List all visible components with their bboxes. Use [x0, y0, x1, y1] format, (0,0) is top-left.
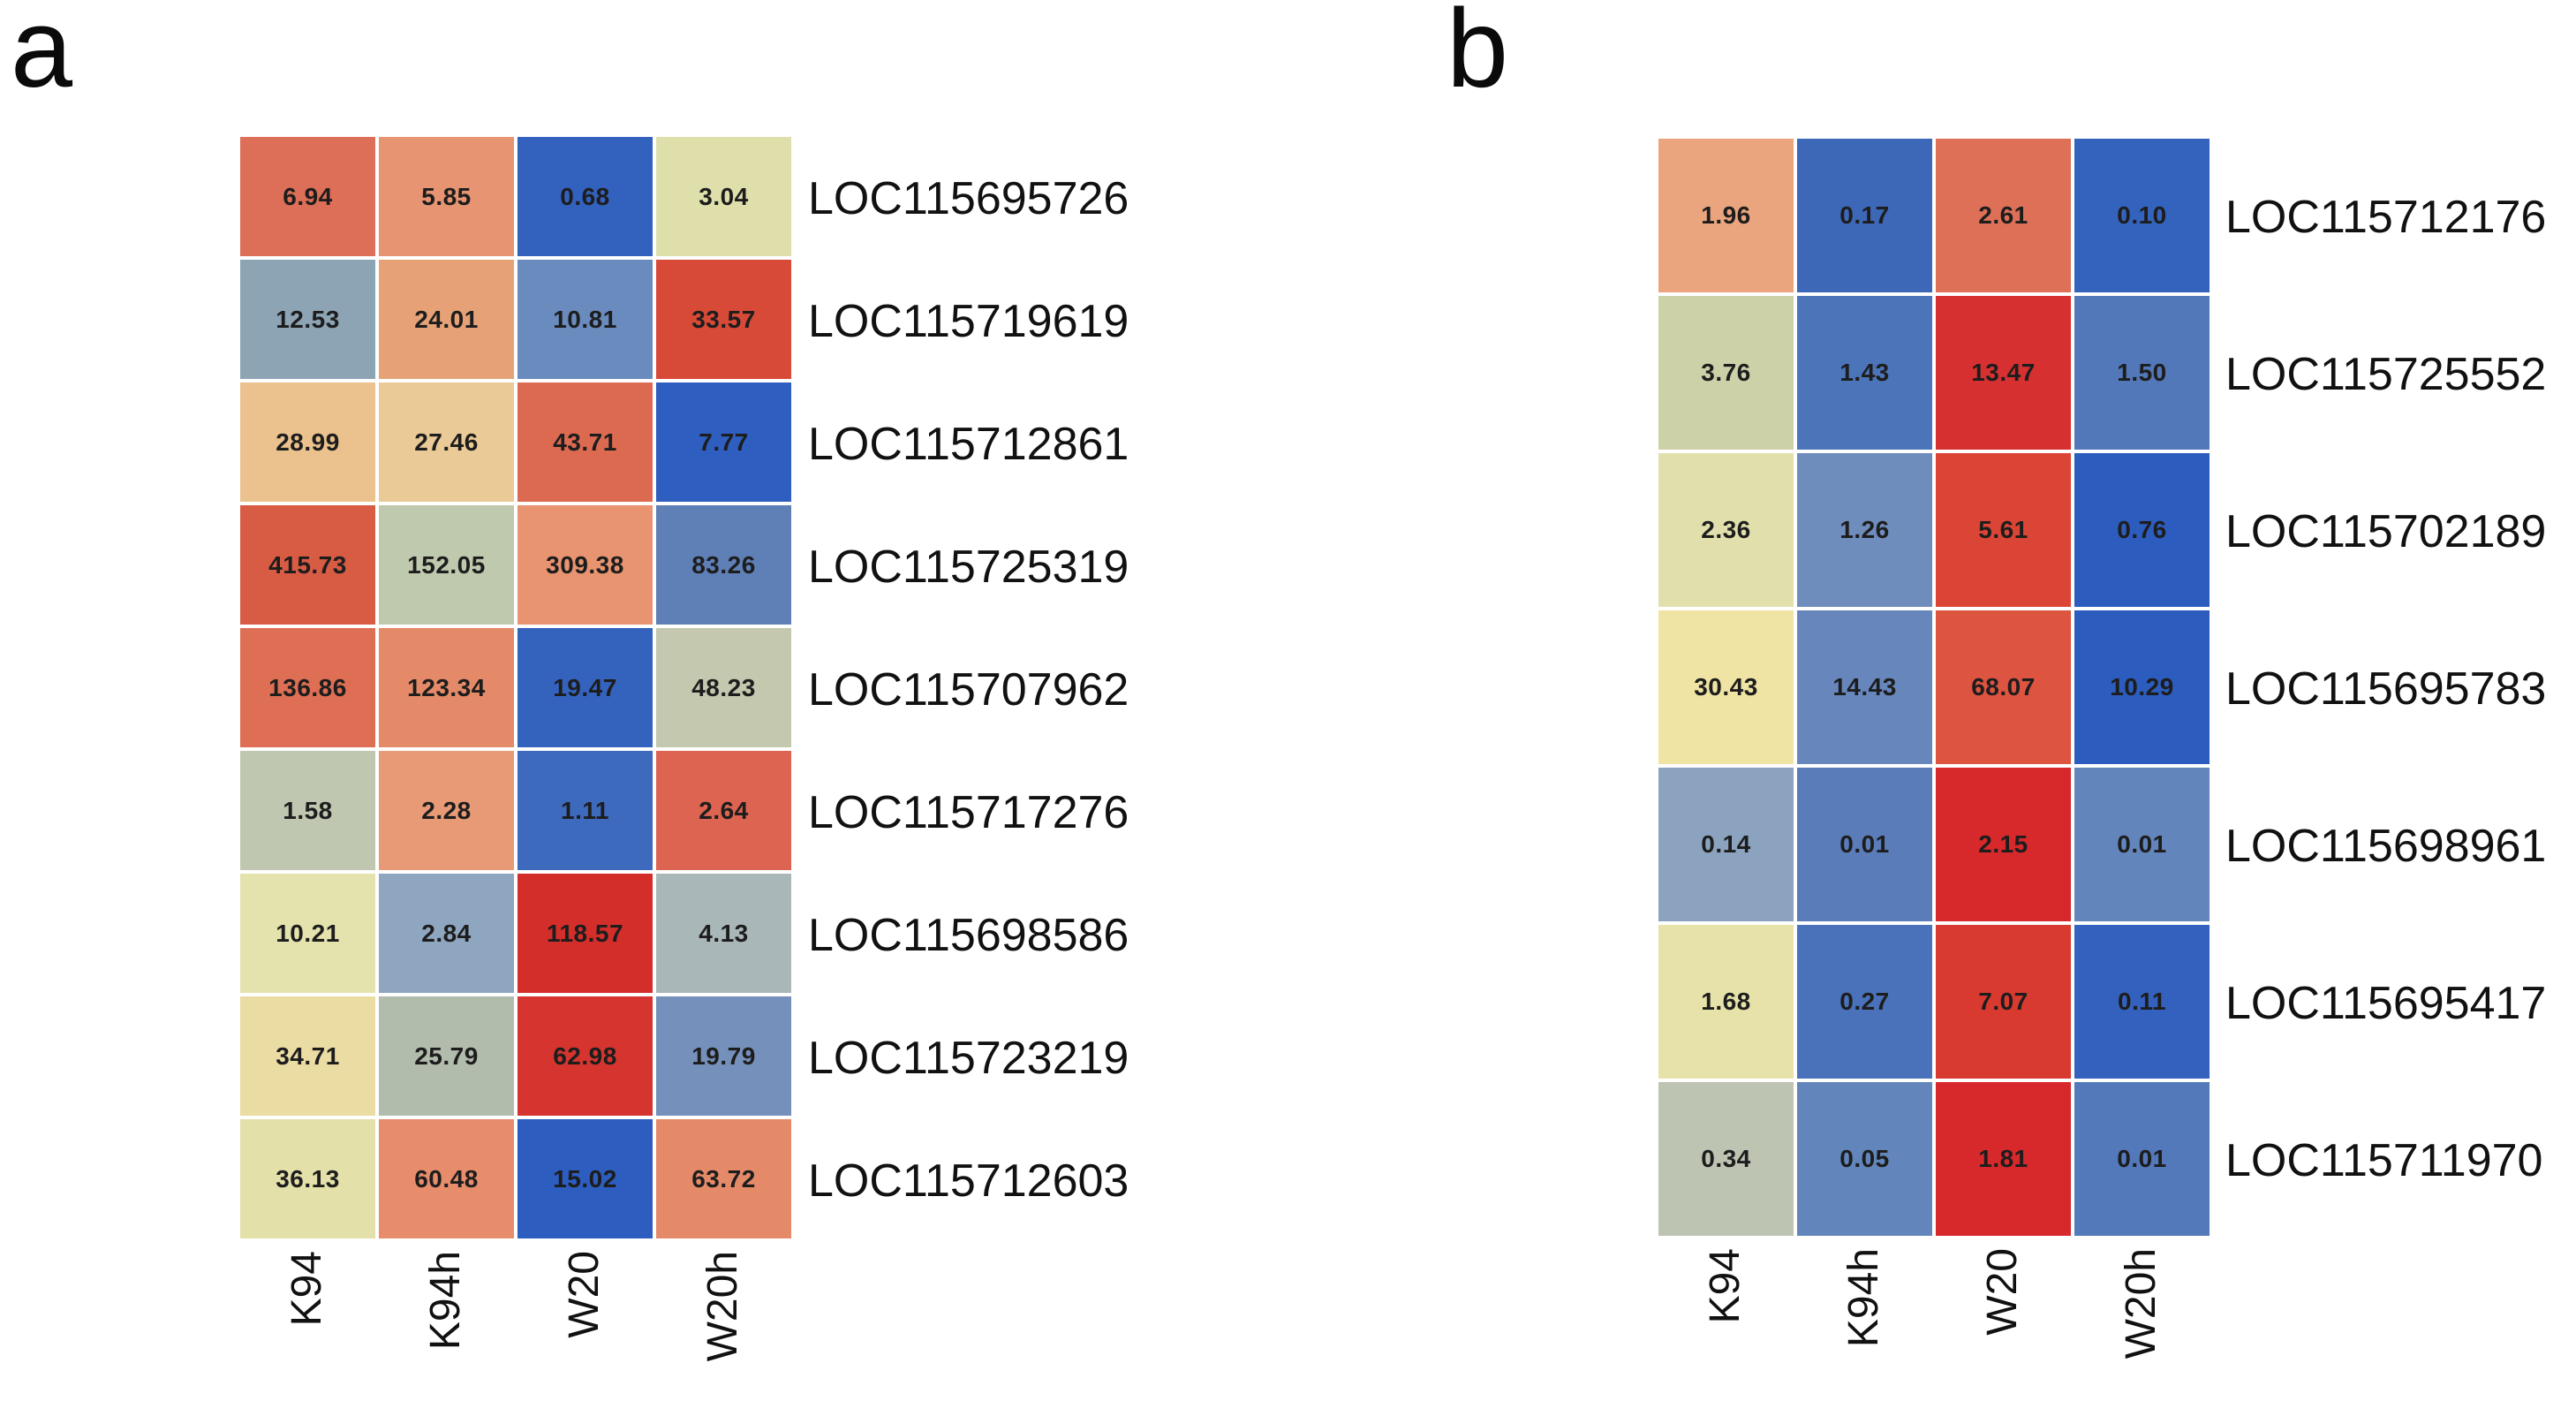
heatmap-cell-b-LOC115711970-K94h: 0.05 — [1797, 1082, 1932, 1236]
heatmap-panel-b: 1.96 0.17 2.61 0.10 3.76 1.43 13.47 1.50 2.36 1.2… — [1658, 139, 2210, 1236]
heatmap-cell-a-LOC115707962-K94: 136.86 — [240, 628, 375, 747]
heatmap-cell-a-LOC115712603-K94h: 60.48 — [379, 1119, 514, 1238]
heatmap-cell-a-LOC115712603-W20h: 63.72 — [656, 1119, 791, 1238]
heatmap-cell-b-LOC115725552-K94h: 1.43 — [1797, 296, 1932, 450]
gene-label-LOC115711970: LOC115711970 — [2225, 1135, 2543, 1186]
heatmap-cell-b-LOC115695783-K94: 30.43 — [1658, 610, 1794, 764]
heatmap-cell-a-LOC115723219-W20: 62.98 — [517, 996, 653, 1116]
heatmap-cell-a-LOC115695726-W20h: 3.04 — [656, 137, 791, 256]
heatmap-cell-b-LOC115702189-W20: 5.61 — [1936, 453, 2071, 607]
heatmap-cell-a-LOC115712603-W20: 15.02 — [517, 1119, 653, 1238]
heatmap-cell-b-LOC115702189-K94: 2.36 — [1658, 453, 1794, 607]
heatmap-cell-a-LOC115698586-W20: 118.57 — [517, 874, 653, 993]
gene-label-LOC115723219: LOC115723219 — [808, 1032, 1129, 1084]
sample-label-a-W20: W20 — [560, 1251, 608, 1338]
heatmap-cell-a-LOC115695726-K94: 6.94 — [240, 137, 375, 256]
gene-label-LOC115725552: LOC115725552 — [2225, 349, 2547, 400]
heatmap-cell-a-LOC115712861-W20h: 7.77 — [656, 382, 791, 502]
heatmap-cell-a-LOC115723219-K94h: 25.79 — [379, 996, 514, 1116]
sample-label-b-W20: W20 — [1978, 1248, 2026, 1336]
heatmap-cell-b-LOC115725552-W20h: 1.50 — [2074, 296, 2210, 450]
heatmap-cell-b-LOC115702189-K94h: 1.26 — [1797, 453, 1932, 607]
heatmap-cell-a-LOC115725319-W20h: 83.26 — [656, 505, 791, 625]
heatmap-cell-a-LOC115717276-K94: 1.58 — [240, 751, 375, 870]
heatmap-cell-b-LOC115725552-W20: 13.47 — [1936, 296, 2071, 450]
heatmap-cell-b-LOC115711970-W20h: 0.01 — [2074, 1082, 2210, 1236]
sample-label-b-K94h: K94h — [1839, 1248, 1887, 1348]
heatmap-cell-b-LOC115695417-W20: 7.07 — [1936, 925, 2071, 1079]
gene-label-LOC115707962: LOC115707962 — [808, 663, 1129, 716]
heatmap-cell-a-LOC115698586-K94: 10.21 — [240, 874, 375, 993]
heatmap-cell-a-LOC115698586-K94h: 2.84 — [379, 874, 514, 993]
gene-label-LOC115702189: LOC115702189 — [2225, 506, 2547, 557]
heatmap-cell-b-LOC115695783-W20: 68.07 — [1936, 610, 2071, 764]
heatmap-cell-a-LOC115717276-W20h: 2.64 — [656, 751, 791, 870]
gene-label-LOC115719619: LOC115719619 — [808, 295, 1129, 347]
heatmap-cell-b-LOC115698961-K94h: 0.01 — [1797, 768, 1932, 921]
gene-label-LOC115712603: LOC115712603 — [808, 1155, 1129, 1207]
heatmap-cell-a-LOC115719619-W20: 10.81 — [517, 260, 653, 379]
heatmap-cell-a-LOC115725319-K94: 415.73 — [240, 505, 375, 625]
heatmap-cell-b-LOC115695783-K94h: 14.43 — [1797, 610, 1932, 764]
heatmap-cell-b-LOC115695783-W20h: 10.29 — [2074, 610, 2210, 764]
heatmap-cell-a-LOC115719619-K94h: 24.01 — [379, 260, 514, 379]
heatmap-cell-a-LOC115712861-K94h: 27.46 — [379, 382, 514, 502]
heatmap-cell-b-LOC115698961-K94: 0.14 — [1658, 768, 1794, 921]
heatmap-cell-a-LOC115723219-K94: 34.71 — [240, 996, 375, 1116]
gene-label-LOC115725319: LOC115725319 — [808, 541, 1129, 593]
heatmap-cell-b-LOC115695417-K94: 1.68 — [1658, 925, 1794, 1079]
heatmap-cell-a-LOC115725319-K94h: 152.05 — [379, 505, 514, 625]
gene-label-LOC115698586: LOC115698586 — [808, 909, 1129, 961]
heatmap-cell-b-LOC115695417-W20h: 0.11 — [2074, 925, 2210, 1079]
heatmap-cell-b-LOC115725552-K94: 3.76 — [1658, 296, 1794, 450]
heatmap-cell-a-LOC115707962-W20: 19.47 — [517, 628, 653, 747]
heatmap-cell-a-LOC115712861-K94: 28.99 — [240, 382, 375, 502]
heatmap-cell-b-LOC115712176-K94h: 0.17 — [1797, 139, 1932, 292]
gene-label-LOC115695726: LOC115695726 — [808, 172, 1129, 224]
sample-label-b-W20h: W20h — [2117, 1248, 2164, 1359]
heatmap-cell-a-LOC115725319-W20: 309.38 — [517, 505, 653, 625]
heatmap-cell-a-LOC115719619-W20h: 33.57 — [656, 260, 791, 379]
heatmap-cell-a-LOC115695726-W20: 0.68 — [517, 137, 653, 256]
gene-labels-panel-b: LOC115712176 LOC115725552 LOC115702189 LOC1… — [2225, 139, 2546, 1239]
gene-labels-panel-a: LOC115695726 LOC115719619 LOC115712861 LOC1… — [808, 137, 1129, 1242]
heatmap-panel-a: 6.94 5.85 0.68 3.04 12.53 24.01 10.81 33.57 28.9… — [240, 137, 791, 1238]
heatmap-cell-b-LOC115712176-W20: 2.61 — [1936, 139, 2071, 292]
heatmap-cell-a-LOC115707962-W20h: 48.23 — [656, 628, 791, 747]
heatmap-cell-b-LOC115711970-K94: 0.34 — [1658, 1082, 1794, 1236]
heatmap-cell-a-LOC115707962-K94h: 123.34 — [379, 628, 514, 747]
gene-label-LOC115717276: LOC115717276 — [808, 786, 1129, 838]
heatmap-cell-b-LOC115712176-W20h: 0.10 — [2074, 139, 2210, 292]
gene-label-LOC115712861: LOC115712861 — [808, 418, 1129, 470]
heatmap-cell-a-LOC115717276-W20: 1.11 — [517, 751, 653, 870]
panel-b-label: b — [1447, 0, 1509, 110]
sample-label-a-W20h: W20h — [699, 1251, 746, 1362]
heatmap-cell-b-LOC115702189-W20h: 0.76 — [2074, 453, 2210, 607]
heatmap-cell-b-LOC115698961-W20: 2.15 — [1936, 768, 2071, 921]
heatmap-cell-b-LOC115711970-W20: 1.81 — [1936, 1082, 2071, 1236]
sample-label-a-K94: K94 — [283, 1251, 330, 1327]
heatmap-cell-a-LOC115712861-W20: 43.71 — [517, 382, 653, 502]
heatmap-cell-b-LOC115695417-K94h: 0.27 — [1797, 925, 1932, 1079]
sample-label-b-K94: K94 — [1701, 1248, 1749, 1324]
gene-label-LOC115698961: LOC115698961 — [2225, 821, 2547, 872]
panel-a-label: a — [11, 0, 73, 110]
heatmap-cell-b-LOC115712176-K94: 1.96 — [1658, 139, 1794, 292]
heatmap-cell-b-LOC115698961-W20h: 0.01 — [2074, 768, 2210, 921]
heatmap-cell-a-LOC115712603-K94: 36.13 — [240, 1119, 375, 1238]
heatmap-cell-a-LOC115717276-K94h: 2.28 — [379, 751, 514, 870]
heatmap-cell-a-LOC115698586-W20h: 4.13 — [656, 874, 791, 993]
gene-label-LOC115695783: LOC115695783 — [2225, 663, 2547, 715]
heatmap-cell-a-LOC115695726-K94h: 5.85 — [379, 137, 514, 256]
heatmap-cell-a-LOC115723219-W20h: 19.79 — [656, 996, 791, 1116]
sample-label-a-K94h: K94h — [421, 1251, 469, 1351]
gene-label-LOC115695417: LOC115695417 — [2225, 978, 2547, 1029]
heatmap-cell-a-LOC115719619-K94: 12.53 — [240, 260, 375, 379]
gene-label-LOC115712176: LOC115712176 — [2225, 192, 2547, 243]
